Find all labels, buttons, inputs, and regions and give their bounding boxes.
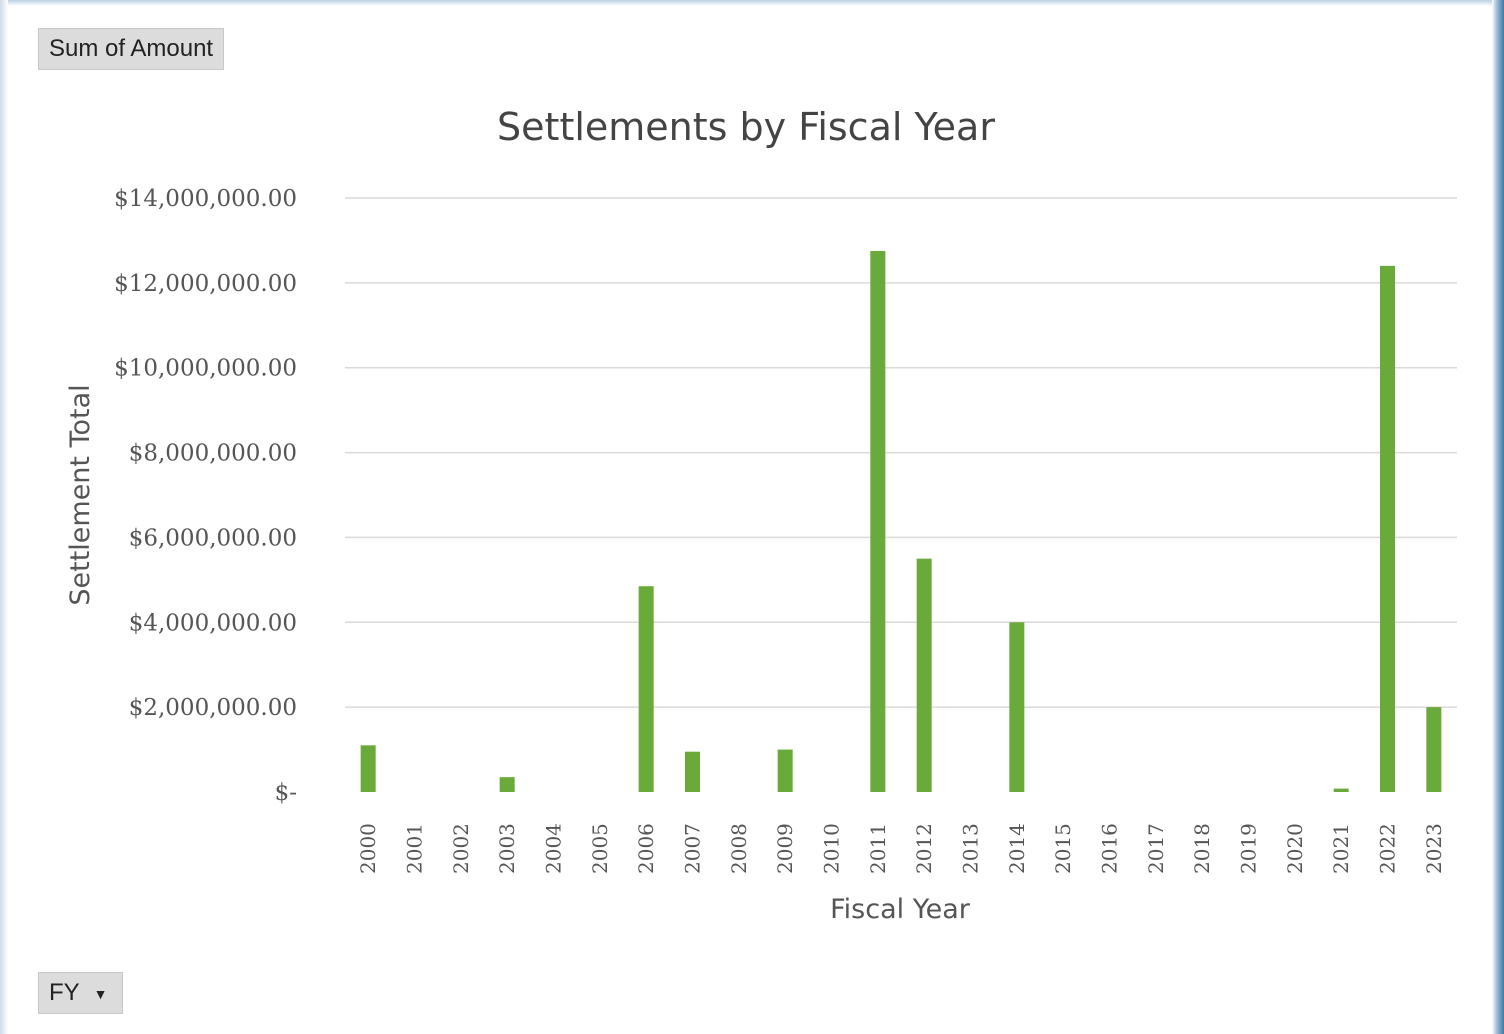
x-tick-label: 2006: [634, 823, 658, 874]
x-tick-label: 2020: [1283, 823, 1307, 874]
x-tick-label: 2008: [727, 823, 751, 874]
x-tick-label: 2012: [912, 823, 936, 874]
x-tick-label: 2015: [1051, 823, 1075, 874]
bar-2012: [916, 558, 932, 792]
y-tick-label: $6,000,000.00: [129, 525, 297, 551]
bar-2022: [1380, 265, 1395, 792]
triangle-down-icon[interactable]: ▼: [93, 985, 108, 1002]
bar-2006: [638, 586, 654, 792]
x-axis-title: Fiscal Year: [830, 894, 971, 925]
bar-2021: [1333, 788, 1349, 792]
x-tick-label: 2011: [866, 823, 890, 874]
y-tick-label: $10,000,000.00: [114, 356, 297, 382]
bar-2007: [685, 751, 700, 792]
value-field-button[interactable]: Sum of Amount: [38, 28, 225, 70]
x-tick-label: 2001: [403, 823, 427, 874]
y-tick-label: $2,000,000.00: [129, 695, 297, 721]
x-tick-label: 2016: [1098, 823, 1122, 874]
fy-filter-label: FY: [49, 979, 80, 1006]
y-tick-label: $8,000,000.00: [129, 441, 297, 467]
x-axis-ticks: 2000 2001 2002 2003 2004 2005 2006 2007 2008 2009…: [356, 823, 1446, 874]
bar-2023: [1426, 707, 1442, 792]
fy-filter-button[interactable]: FY ▼: [38, 972, 123, 1014]
bars: [360, 251, 1442, 793]
x-tick-label: 2013: [959, 823, 983, 874]
y-axis-title: Settlement Total: [65, 384, 96, 605]
y-tick-label: $14,000,000.00: [114, 186, 297, 212]
x-tick-label: 2002: [449, 823, 473, 874]
window-top-edge: [0, 0, 1504, 6]
window-left-edge: [0, 0, 8, 1034]
bar-2009: [777, 749, 793, 792]
bar-2014: [1009, 622, 1025, 792]
bar-2003: [499, 777, 515, 792]
window-right-edge: [1492, 0, 1504, 1034]
x-tick-label: 2009: [773, 823, 797, 874]
x-tick-label: 2007: [681, 823, 705, 874]
y-tick-label: $4,000,000.00: [129, 610, 297, 636]
x-tick-label: 2004: [542, 823, 566, 874]
y-tick-label: $12,000,000.00: [114, 271, 297, 297]
x-tick-label: 2019: [1237, 823, 1261, 874]
y-tick-label: $-: [275, 780, 297, 806]
x-tick-label: 2018: [1190, 823, 1214, 874]
x-tick-label: 2017: [1144, 823, 1168, 874]
x-tick-label: 2021: [1329, 823, 1353, 874]
y-axis-ticks: $- $2,000,000.00 $4,000,000.00 $6,000,000.0…: [114, 186, 297, 806]
value-field-label: Sum of Amount: [49, 35, 214, 62]
x-tick-label: 2010: [820, 823, 844, 874]
bar-2000: [360, 745, 376, 792]
x-tick-label: 2003: [495, 823, 519, 874]
x-tick-label: 2014: [1005, 823, 1029, 874]
x-tick-label: 2005: [588, 823, 612, 874]
x-tick-label: 2022: [1376, 823, 1400, 874]
gridlines: [345, 197, 1457, 708]
bar-2011: [870, 251, 886, 793]
x-tick-label: 2000: [356, 823, 380, 874]
x-tick-label: 2023: [1422, 823, 1446, 874]
chart-title: Settlements by Fiscal Year: [497, 105, 995, 149]
